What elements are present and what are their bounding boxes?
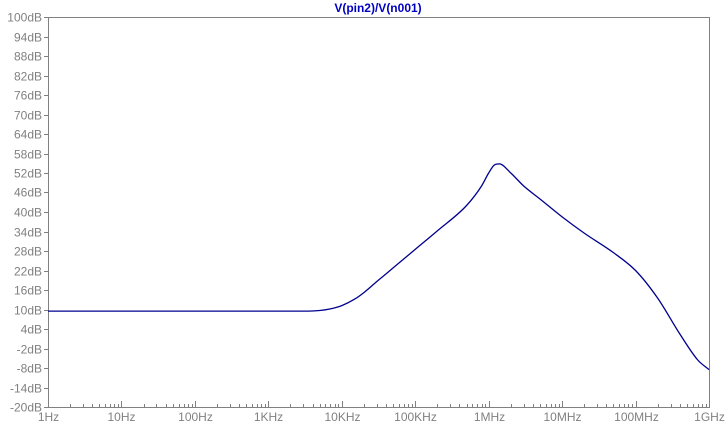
y-tick-label: 4dB [21,323,42,337]
x-tick-label: 1MHz [474,410,505,424]
y-tick-label: 58dB [14,148,42,162]
y-tick-label: -8dB [17,362,42,376]
y-tick-label: 82dB [14,70,42,84]
x-tick-label: 100Hz [178,410,213,424]
y-tick-label: -2dB [17,343,42,357]
y-axis: 100dB 94dB 88dB 82dB 76dB 70dB 64dB 58dB 52dB 46d… [7,11,48,415]
x-tick-label: 10KHz [324,410,360,424]
x-tick-label: 100MHz [614,410,659,424]
x-tick-label: 100KHz [394,410,437,424]
x-axis: 1Hz 10Hz 100Hz 1KHz 10KHz 100KHz 1MHz 10MHz 100M… [38,401,725,424]
x-tick-label: 1Hz [38,410,59,424]
y-tick-label: 76dB [14,89,42,103]
y-tick-label: 52dB [14,167,42,181]
x-tick-label: 1KHz [254,410,283,424]
plot-frame [48,17,710,408]
y-tick-label: 46dB [14,186,42,200]
y-tick-label: 22dB [14,265,42,279]
trace-line [48,163,710,371]
y-tick-label: 16dB [14,284,42,298]
y-tick-label: -20dB [10,401,42,415]
chart-title[interactable]: V(pin2)/V(n001) [334,1,421,15]
x-tick-label: 1GHz [694,410,725,424]
x-tick-label: 10MHz [543,410,581,424]
y-tick-label: 64dB [14,128,42,142]
y-tick-label: 70dB [14,109,42,123]
y-tick-label: 10dB [14,304,42,318]
y-tick-label: 100dB [7,11,42,25]
y-tick-label: 94dB [14,31,42,45]
y-tick-label: 28dB [14,245,42,259]
y-tick-label: -14dB [10,382,42,396]
y-tick-label: 88dB [14,50,42,64]
x-tick-label: 10Hz [107,410,135,424]
y-tick-label: 34dB [14,226,42,240]
y-tick-label: 40dB [14,206,42,220]
